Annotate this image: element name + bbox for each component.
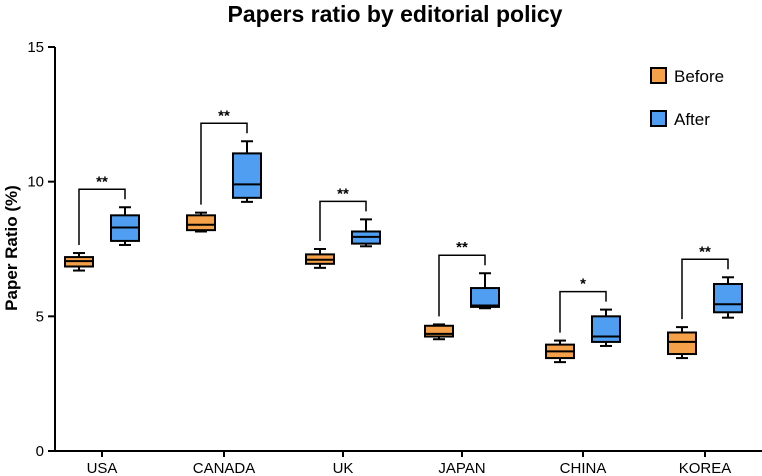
significance-bracket: ** [200,107,248,205]
significance-label: ** [456,239,468,256]
significance-bracket: ** [78,173,126,246]
bracket-line [200,122,248,205]
legend-swatch [650,67,667,84]
box-after [470,272,500,310]
box-after [351,218,381,248]
box-body [186,214,216,232]
box-body [667,331,697,356]
x-tick-label: CHINA [560,460,607,476]
plot-area: *********** [64,107,743,364]
y-axis-label: Paper Ratio (%) [2,185,21,311]
x-tick-label: CANADA [193,460,256,476]
box-after [713,276,743,319]
significance-bracket: ** [319,185,367,241]
y-tick-label: 5 [36,308,44,325]
legend-item-before: Before [650,67,724,86]
significance-label: ** [699,243,711,260]
box-body [424,324,454,338]
legend-label: After [674,110,710,129]
box-before [186,211,216,233]
y-tick-label: 0 [36,443,44,460]
x-tick-label: JAPAN [438,460,485,476]
legend-label: Before [674,67,724,86]
significance-label: ** [337,185,349,202]
legend-swatch [650,110,667,127]
significance-label: ** [218,107,230,124]
box-body [713,283,743,314]
significance-bracket: ** [681,243,729,320]
box-before [667,326,697,360]
significance-label: * [580,276,586,293]
box-after [232,140,262,203]
x-tick-label: USA [87,460,118,476]
legend-item-after: After [650,110,710,129]
box-before [545,339,575,364]
box-before [424,323,454,341]
y-tick-label: 10 [27,174,44,191]
bracket-line [78,188,126,246]
significance-label: ** [96,173,108,190]
y-tick-label: 15 [27,39,44,56]
bracket-line [438,254,486,317]
box-after [110,206,140,246]
x-tick-label: UK [333,460,354,476]
bracket-line [319,200,367,241]
legend: Before After [650,67,724,129]
chart-title: Papers ratio by editorial policy [228,1,563,27]
bracket-line [681,258,729,320]
significance-bracket: * [559,276,607,333]
bracket-line [559,290,607,333]
axes: 0 5 10 15 USA CANADA UK JAPAN CHINA KOREA [27,39,762,476]
box-body [470,287,500,308]
box-after [591,308,621,347]
significance-bracket: ** [438,239,486,317]
box-body [232,152,262,199]
x-tick-label: KOREA [679,460,732,476]
box-before [64,252,94,272]
box-before [305,248,335,269]
box-body [591,315,621,343]
